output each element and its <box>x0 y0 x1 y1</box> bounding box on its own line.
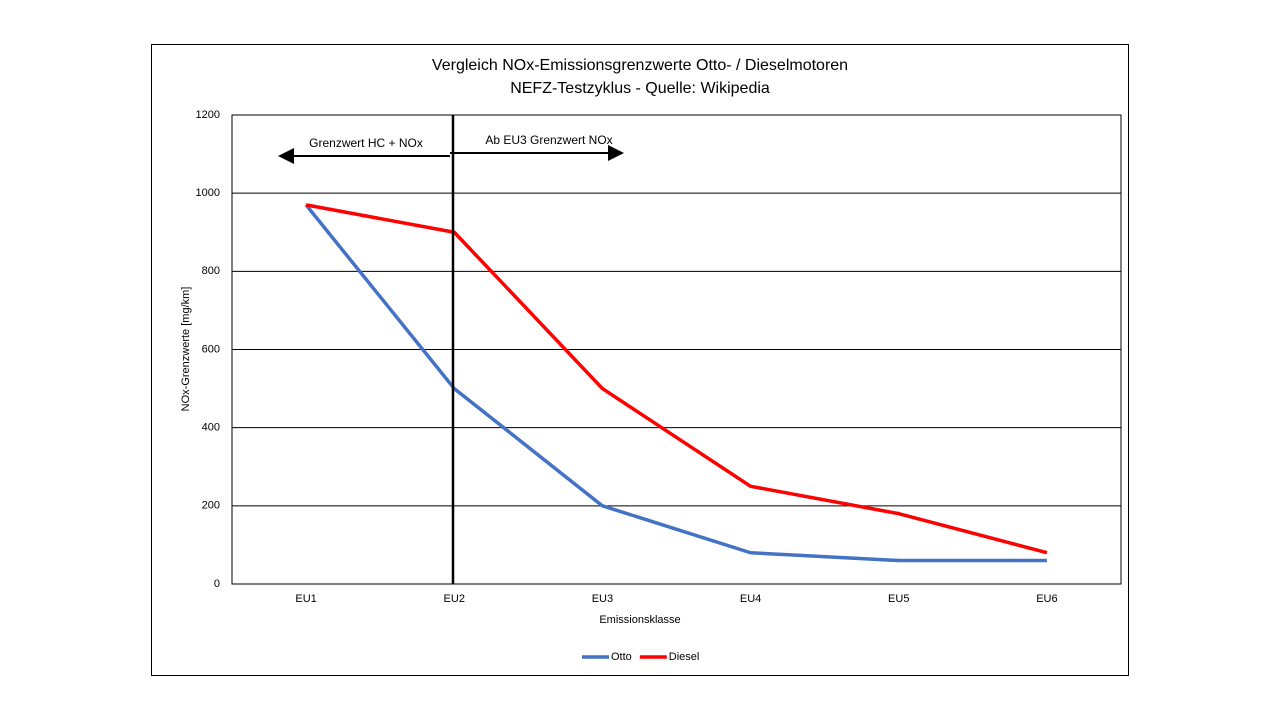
legend-label: Otto <box>611 651 632 663</box>
plot-border <box>231 114 1122 585</box>
y-tick-label: 200 <box>202 500 220 512</box>
x-axis-label: Emissionsklasse <box>599 614 680 626</box>
chart-subtitle: NEFZ-Testzyklus - Quelle: Wikipedia <box>510 80 770 97</box>
x-tick-label: EU2 <box>444 593 465 605</box>
chart-border <box>151 44 1129 676</box>
y-tick-label: 600 <box>202 343 220 355</box>
chart-title: Vergleich NOx-Emissionsgrenzwerte Otto- … <box>432 57 848 74</box>
series-line <box>304 203 1047 563</box>
annotation: Ab EU3 Grenzwert NOx <box>485 133 612 147</box>
x-tick-label: EU1 <box>295 593 316 605</box>
x-tick-label: EU5 <box>888 593 909 605</box>
y-tick-label: 400 <box>202 422 220 434</box>
series-line <box>305 203 1048 555</box>
legend-label: Diesel <box>669 651 700 663</box>
x-tick-label: EU3 <box>592 593 613 605</box>
y-tick-label: 0 <box>214 578 220 590</box>
y-tick-label: 800 <box>202 265 220 277</box>
y-tick-label: 1200 <box>196 109 220 121</box>
x-tick-label: EU6 <box>1036 593 1057 605</box>
x-tick-label: EU4 <box>740 593 761 605</box>
y-axis-label: NOx-Grenzwerte [mg/km] <box>180 287 192 412</box>
annotation: Grenzwert HC + NOx <box>309 136 423 150</box>
y-tick-label: 1000 <box>196 187 220 199</box>
